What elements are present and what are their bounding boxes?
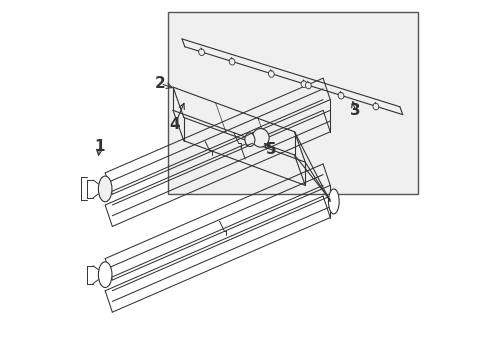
Text: 1: 1 [94, 139, 105, 154]
Text: 2: 2 [155, 76, 165, 91]
Ellipse shape [305, 82, 310, 89]
Ellipse shape [98, 262, 112, 288]
Ellipse shape [268, 71, 274, 77]
Text: 3: 3 [349, 103, 360, 118]
Ellipse shape [328, 189, 339, 214]
Ellipse shape [198, 49, 204, 55]
Ellipse shape [372, 103, 378, 110]
Ellipse shape [229, 58, 235, 65]
Text: 4: 4 [169, 117, 180, 132]
Ellipse shape [244, 133, 254, 147]
Ellipse shape [251, 129, 268, 147]
Ellipse shape [301, 81, 306, 87]
Ellipse shape [337, 92, 343, 99]
Text: 5: 5 [265, 142, 276, 157]
Ellipse shape [98, 176, 112, 202]
FancyBboxPatch shape [167, 12, 417, 194]
